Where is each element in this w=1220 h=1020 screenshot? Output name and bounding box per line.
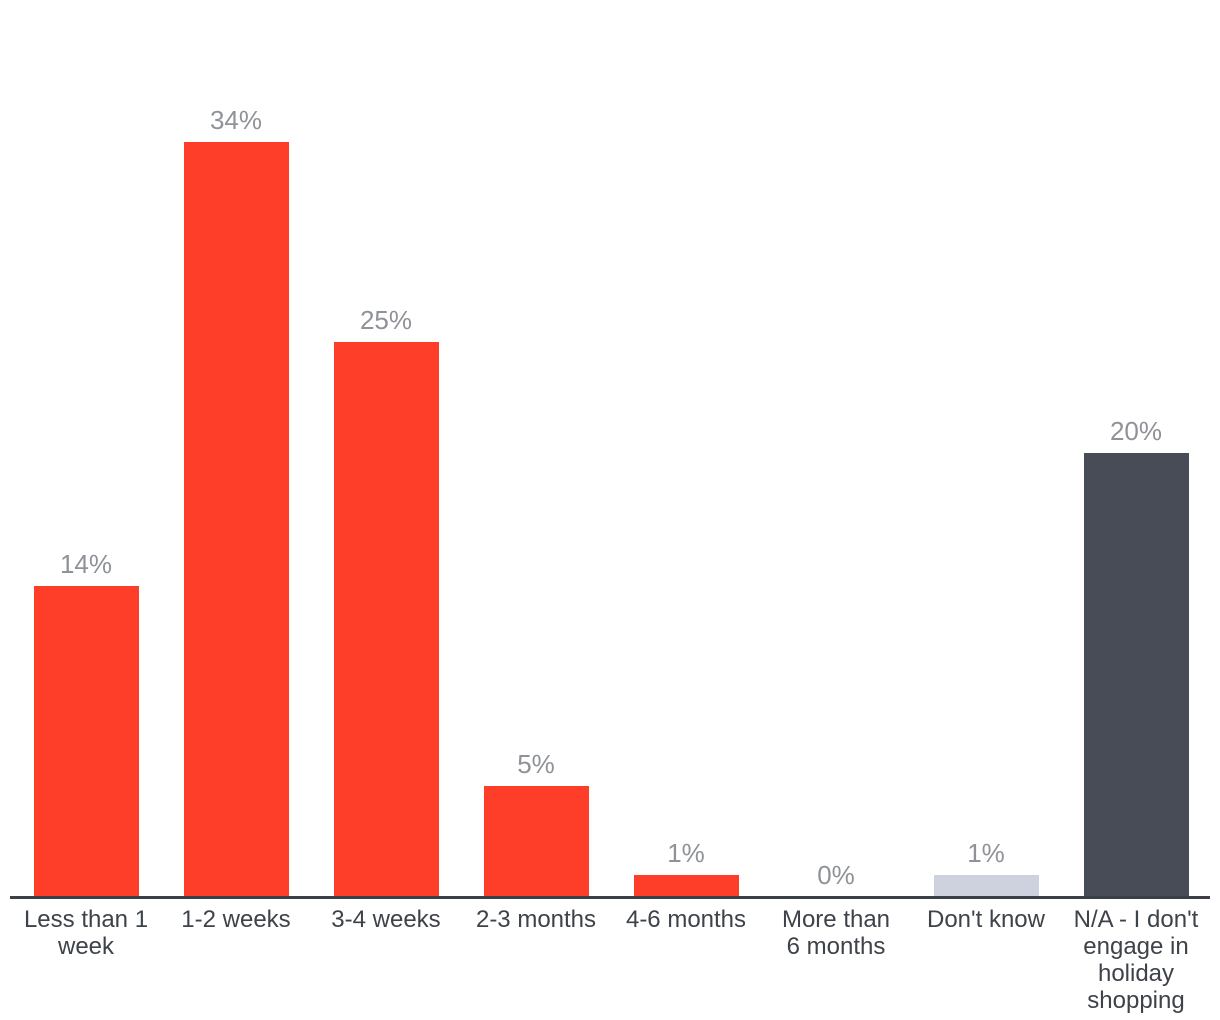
bar [633,875,739,897]
bar-value-label: 0% [817,860,855,890]
bar-value-label: 25% [359,305,413,335]
bar-value-label: 34% [209,105,263,135]
bar-column: 25% [311,0,461,897]
bar-column: 20% [1061,0,1211,897]
bar-value-label: 5% [517,749,555,779]
bar-column: 1% [611,0,761,897]
x-axis-label: 1-2 weeks [181,906,291,933]
bar [333,342,439,897]
x-axis-label: 3-4 weeks [331,906,441,933]
bar-value-label: 20% [1109,416,1163,446]
bar [933,875,1039,897]
bar-value-label: 14% [59,549,113,579]
bar-column: 34% [161,0,311,897]
x-axis-label: Don't know [927,906,1045,933]
bar-column: 14% [11,0,161,897]
x-axis-line [10,896,1210,899]
bar-column: 5% [461,0,611,897]
x-axis-label: Less than 1 week [23,906,149,960]
x-axis-label: 2-3 months [475,906,597,933]
plot-area: 14% 34% 25% 5% 1% 0% 1% 20% [11,0,1211,897]
bar [483,786,589,897]
x-axis-label: N/A - I don't engage in holiday shopping [1073,906,1199,1014]
bar-column: 0% [761,0,911,897]
x-axis-label: More than 6 months [781,906,891,960]
bar [33,586,139,897]
bar [1083,453,1189,897]
bar-value-label: 1% [667,838,705,868]
x-axis-labels: Less than 1 week 1-2 weeks 3-4 weeks 2-3… [11,906,1211,1014]
x-axis-label: 4-6 months [625,906,747,933]
bar-value-label: 1% [967,838,1005,868]
bar [183,142,289,897]
bar-column: 1% [911,0,1061,897]
